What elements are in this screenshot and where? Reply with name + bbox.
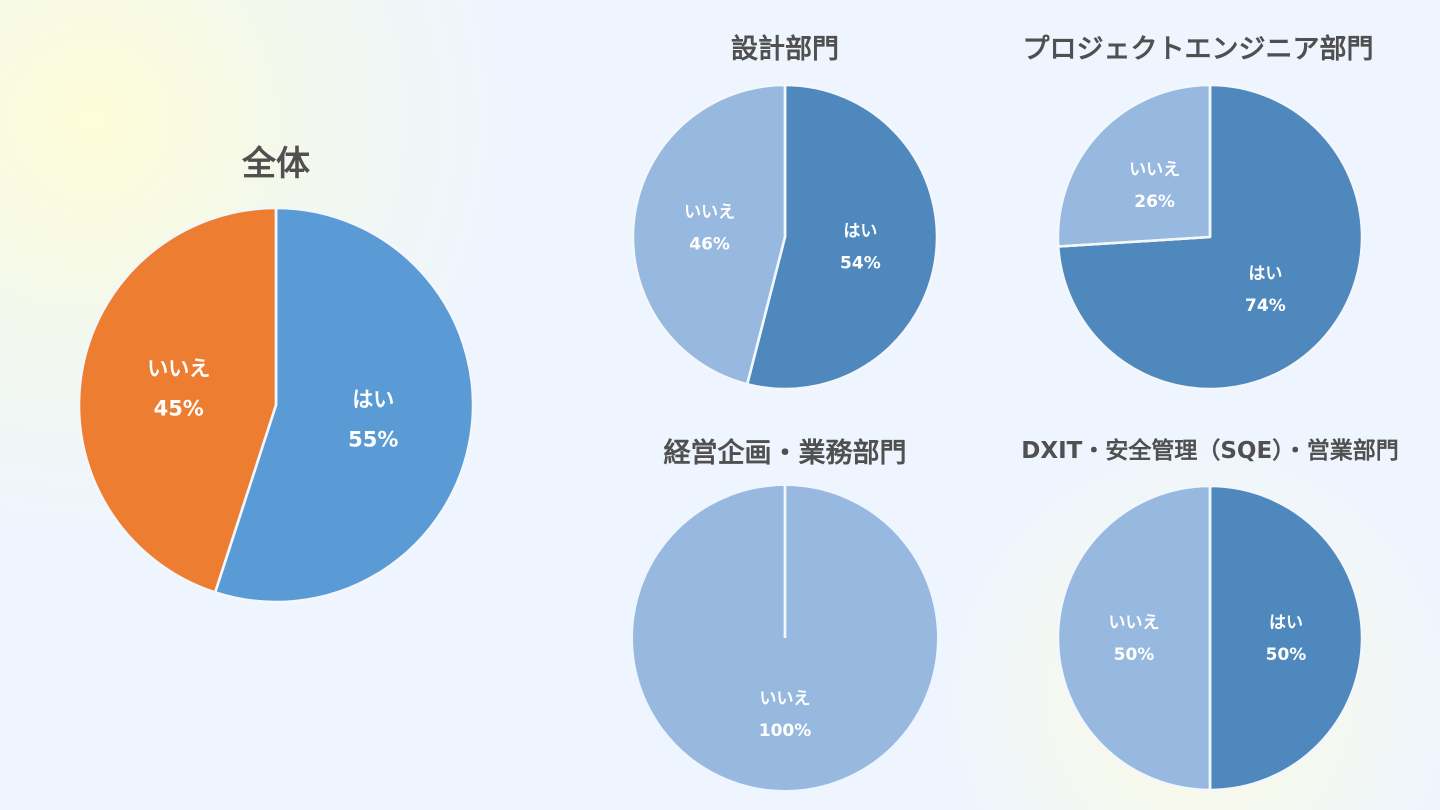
data-label-category: いいえ bbox=[684, 202, 735, 222]
chart-title: プロジェクトエンジニア部門 bbox=[1023, 33, 1374, 65]
chart-title: 全体 bbox=[241, 144, 310, 184]
data-label-percent: 54% bbox=[840, 254, 881, 274]
slice-separator bbox=[1058, 235, 1211, 248]
data-label-percent: 50% bbox=[1114, 645, 1155, 665]
slice-separator bbox=[213, 404, 278, 593]
data-label-percent: 45% bbox=[154, 397, 204, 421]
data-label-category: はい bbox=[352, 387, 394, 411]
slice-いいえ bbox=[631, 83, 787, 386]
data-label-percent: 100% bbox=[759, 721, 812, 741]
data-label-percent: 50% bbox=[1266, 645, 1307, 665]
slice-separator bbox=[745, 236, 787, 385]
slice-はい bbox=[1208, 484, 1364, 792]
data-label-category: はい bbox=[1248, 264, 1282, 284]
slice-はい bbox=[213, 206, 475, 604]
data-label-percent: 55% bbox=[348, 427, 398, 451]
data-label-category: いいえ bbox=[760, 689, 811, 709]
chart-title: DXIT・安全管理（SQE）・営業部門 bbox=[1021, 437, 1398, 464]
data-label-percent: 26% bbox=[1134, 192, 1175, 212]
chart-title: 設計部門 bbox=[731, 33, 839, 65]
data-label-category: いいえ bbox=[147, 357, 210, 381]
data-label-category: いいえ bbox=[1129, 160, 1180, 180]
data-label-category: いいえ bbox=[1109, 613, 1160, 633]
chart-title: 経営企画・業務部門 bbox=[664, 437, 907, 469]
data-label-category: はい bbox=[843, 222, 877, 242]
data-label-percent: 74% bbox=[1245, 296, 1286, 316]
slice-いいえ bbox=[1056, 83, 1212, 248]
slice-いいえ bbox=[1056, 484, 1212, 792]
slice-はい bbox=[745, 83, 939, 391]
slice-いいえ bbox=[77, 206, 278, 594]
data-label-category: はい bbox=[1269, 613, 1303, 633]
data-label-percent: 46% bbox=[689, 234, 730, 254]
